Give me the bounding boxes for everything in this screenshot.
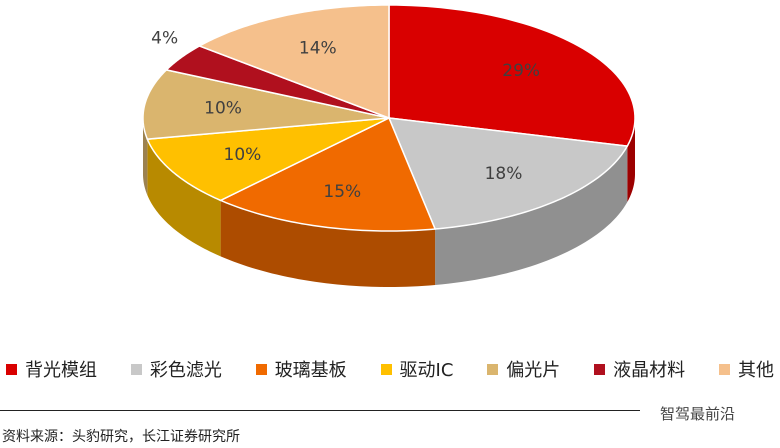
- legend-item: 偏光片: [487, 356, 560, 382]
- slice-side: [435, 146, 628, 285]
- data-label: 4%: [151, 29, 178, 49]
- slice: [388, 4, 636, 147]
- legend-label: 液晶材料: [613, 360, 686, 381]
- slice: [387, 117, 629, 230]
- legend-item: 彩色滤光: [130, 356, 222, 382]
- data-label: 10%: [204, 98, 242, 118]
- data-label: 10%: [224, 145, 262, 165]
- slice: [197, 4, 390, 120]
- slice: [146, 117, 390, 202]
- legend-swatch: [130, 363, 142, 375]
- legend-label: 玻璃基板: [274, 360, 347, 381]
- legend-item: 其他: [718, 356, 774, 382]
- legend-swatch: [380, 363, 392, 375]
- data-label: 29%: [502, 61, 540, 81]
- slice: [218, 116, 437, 232]
- data-label: 14%: [299, 38, 337, 58]
- slice-side: [220, 200, 436, 287]
- data-label: 15%: [323, 182, 361, 202]
- legend-swatch: [6, 363, 17, 375]
- chart: 29% 18% 15% 10% 10% 4% 14%: [142, 4, 636, 287]
- legend-item: 驱动IC: [380, 356, 454, 382]
- slice-side: [627, 118, 635, 203]
- legend-label: 背光模组: [25, 360, 97, 381]
- legend-swatch: [594, 363, 606, 375]
- legend-swatch: [255, 363, 267, 375]
- watermark: 智驾最前沿: [660, 405, 736, 423]
- legend-item: 液晶材料: [594, 356, 685, 382]
- legend-swatch: [718, 363, 730, 375]
- legend: 背光模组 彩色滤光 玻璃基板 驱动IC 偏光片 液晶材料 其他: [0, 356, 780, 382]
- source-rule: [0, 410, 640, 411]
- slice: [142, 69, 390, 140]
- legend-label: 驱动IC: [399, 360, 454, 381]
- data-label: 18%: [485, 164, 523, 184]
- slice: [164, 45, 390, 119]
- legend-label: 其他: [737, 360, 774, 381]
- legend-swatch: [487, 363, 499, 375]
- legend-item: 玻璃基板: [255, 356, 347, 382]
- slice-side: [147, 139, 221, 257]
- legend-label: 彩色滤光: [149, 360, 222, 381]
- legend-item: 背光模组: [6, 356, 97, 382]
- legend-label: 偏光片: [506, 360, 561, 381]
- source: 资料来源：头豹研究，长江证券研究所: [2, 429, 240, 445]
